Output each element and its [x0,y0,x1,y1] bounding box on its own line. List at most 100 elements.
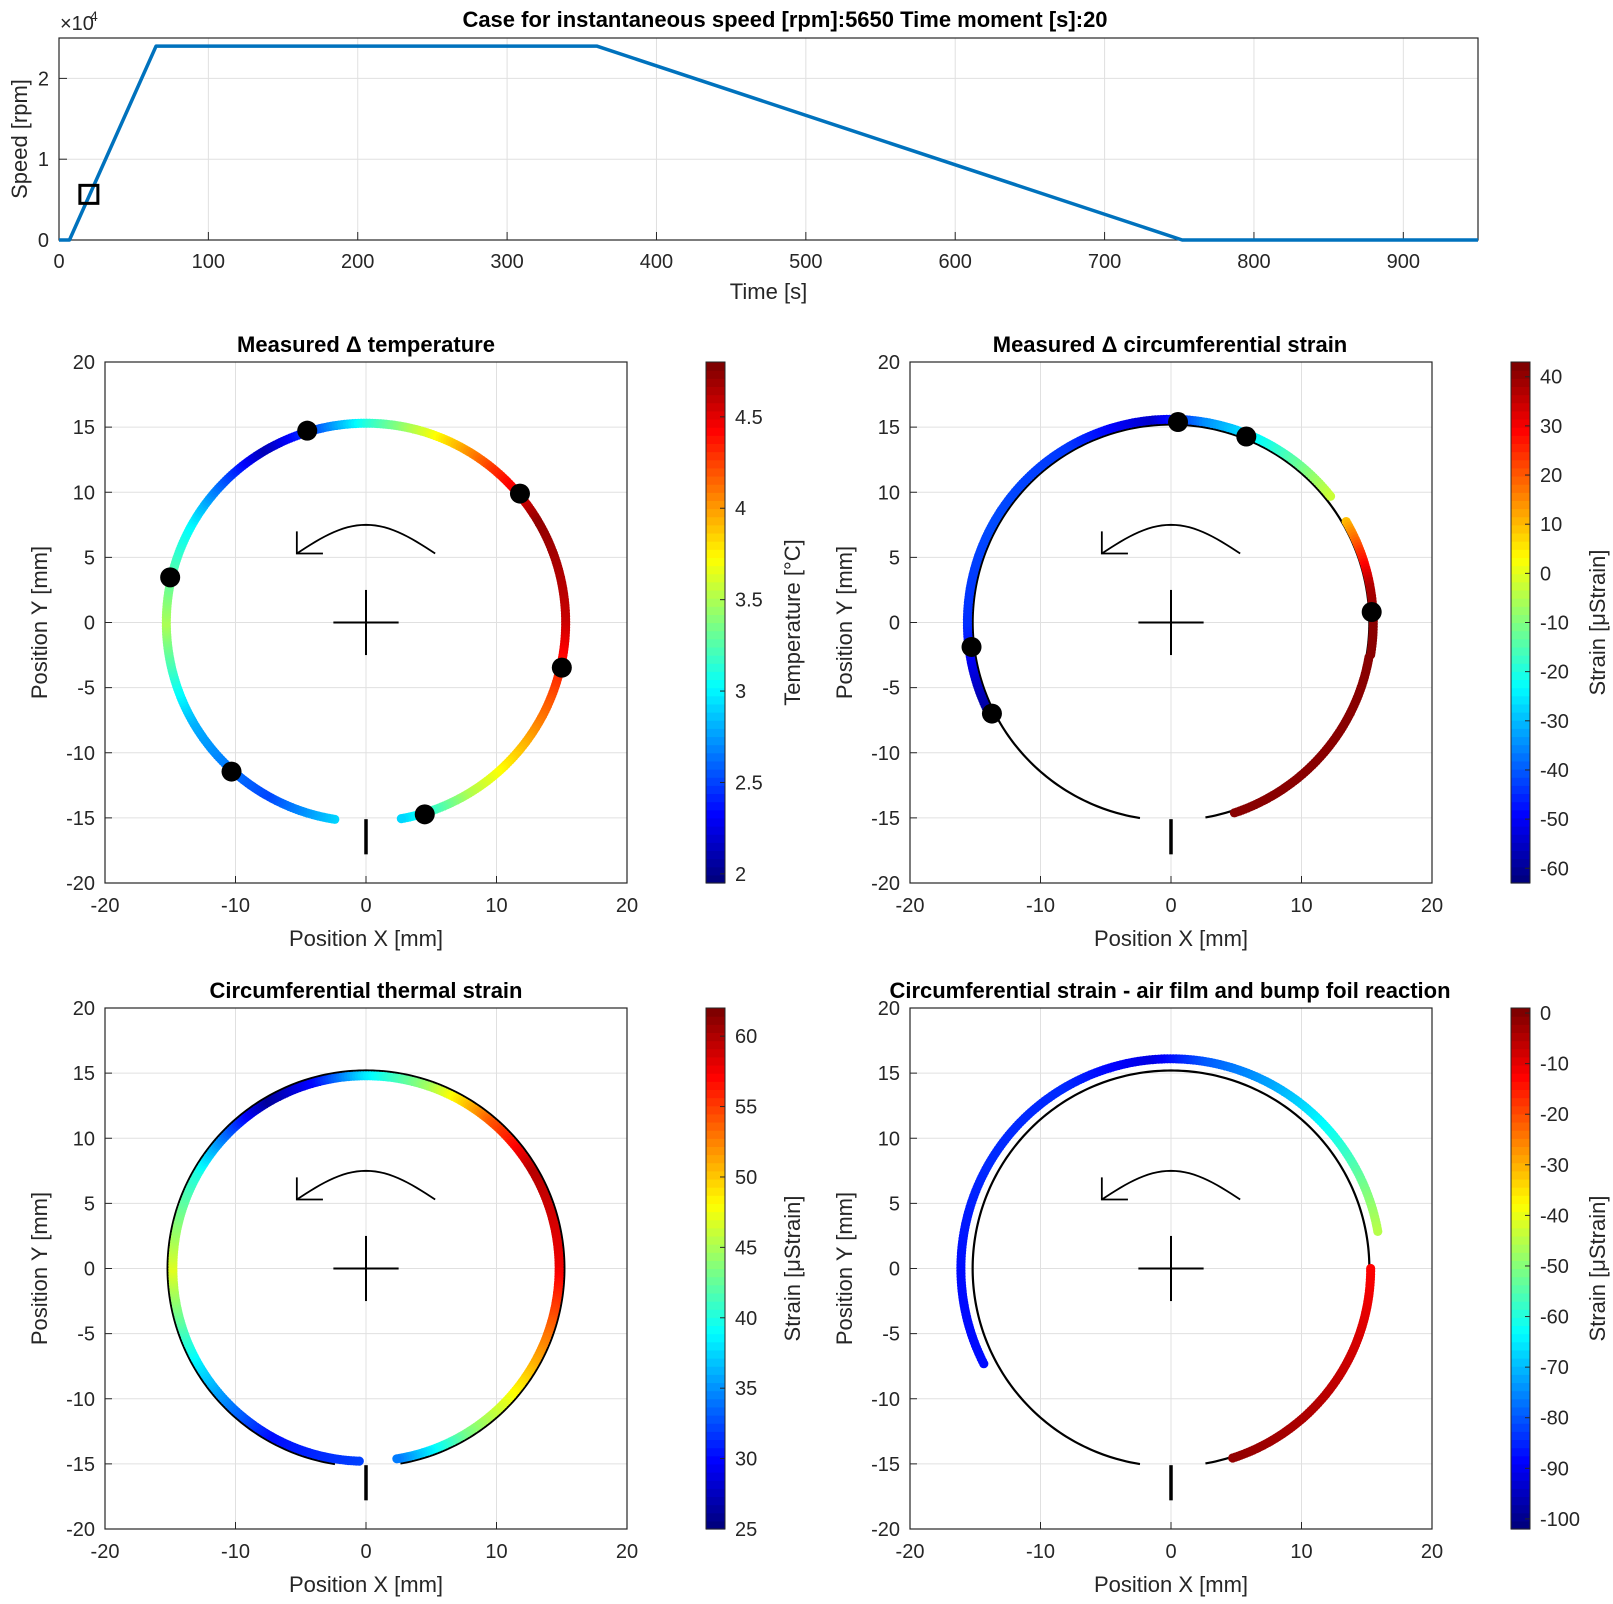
colorbar-tick-label: -70 [1540,1357,1569,1379]
x-tick-label: 10 [1290,895,1312,917]
speed-ylabel: Speed [rpm] [7,79,32,199]
colorbar-swatch [1511,834,1530,843]
colorbar-swatch [706,728,725,738]
colorbar-swatch [1511,1178,1530,1188]
colorbar-swatch [706,1252,725,1261]
y-tick-label: -10 [66,743,95,765]
colorbar-swatch [1511,1463,1530,1473]
colorbar-swatch [706,720,725,729]
colorbar-swatch [706,1390,725,1400]
y-tick-label: 15 [878,1063,900,1085]
colorbar-swatch [1511,1024,1530,1034]
colorbar-swatch [1511,1064,1530,1074]
colorbar-swatch [1511,1366,1530,1375]
rotation-arrow-head [1100,1177,1128,1201]
colorbar-swatch [706,663,725,672]
y-tick-label: 20 [73,352,95,374]
colorbar-tick-label: 0 [1540,563,1551,585]
colorbar-swatch [1511,459,1530,469]
x-tick-label: -20 [91,1541,120,1563]
colorbar-swatch [706,1268,725,1278]
colorbar-swatch [706,1463,725,1473]
colorbar-swatch [1511,598,1530,607]
colorbar-swatch [1511,1008,1530,1017]
colorbar-swatch [706,1488,725,1498]
colorbar-swatch [706,630,725,640]
colorbar-swatch [1511,532,1530,542]
colorbar-swatch [706,500,725,510]
y-tick-label: 5 [889,547,900,569]
colorbar-swatch [706,1113,725,1123]
colorbar-swatch [706,1366,725,1375]
colorbar-swatch [706,1162,725,1172]
colorbar-swatch [706,752,725,762]
speed-axes-box [58,37,1479,241]
colorbar-swatch [706,1154,725,1164]
colorbar-frame [705,361,726,884]
colorbar-swatch [706,435,725,445]
y-tick-label: 0 [84,1259,95,1281]
colorbar-tick-label: 30 [735,1449,757,1471]
colorbar-swatch [1511,1358,1530,1367]
colorbar-swatch [706,1431,725,1441]
colorbar-swatch [706,524,725,534]
panel-title: Measured Δ circumferential strain [993,332,1348,357]
colorbar-swatch [706,1235,725,1245]
colorbar-swatch [1511,1244,1530,1253]
colorbar-swatch [706,622,725,632]
colorbar-swatch [1511,1219,1530,1229]
panel-title: Circumferential thermal strain [210,978,523,1003]
y-tick-label: -15 [66,808,95,830]
colorbar-swatch [1511,646,1530,656]
colorbar-swatch [706,614,725,624]
colorbar-swatch [1511,785,1530,795]
colorbar-swatch [706,1121,725,1131]
colorbar-swatch [1511,671,1530,681]
strain-point [1228,1453,1238,1463]
y-tick-label: 5 [889,1193,900,1215]
colorbar-swatch [706,703,725,713]
colorbar-swatch [706,1333,725,1343]
colorbar-swatch [1511,1040,1530,1050]
colorbar-swatch [1511,500,1530,510]
colorbar-swatch [706,1325,725,1335]
colorbar-swatch [1511,1439,1530,1449]
colorbar-swatch [706,1260,725,1270]
colorbar-swatch [1511,809,1530,819]
x-tick-label: 10 [485,1541,507,1563]
colorbar-swatch [706,1064,725,1074]
colorbar-swatch [1511,524,1530,534]
colorbar-swatch [1511,1227,1530,1237]
colorbar-swatch [706,370,725,379]
colorbar-swatch [706,1097,725,1107]
colorbar-swatch [706,606,725,615]
colorbar-swatch [1511,589,1530,599]
colorbar-tick-label: -10 [1540,1054,1569,1076]
colorbar-swatch [706,557,725,567]
colorbar-swatch [1511,1488,1530,1498]
colorbar-swatch [1511,760,1530,770]
strain-point [396,814,406,824]
colorbar-swatch [706,1227,725,1237]
colorbar-swatch [706,573,725,583]
colorbar-swatch [706,874,725,884]
colorbar-swatch [1511,1455,1530,1465]
colorbar-swatch [706,646,725,656]
colorbar-swatch [1511,410,1530,420]
x-tick-label: -10 [1026,1541,1055,1563]
colorbar-swatch [706,532,725,542]
colorbar-swatch [1511,1512,1530,1522]
colorbar: -60 -50 -40 -30 -20 -10 0 10 20 30 40 Strain [μStra… [1510,361,1610,884]
x-tick-label: -10 [221,895,250,917]
colorbar-swatch [706,1138,725,1147]
colorbar-tick-label: -20 [1540,662,1569,684]
colorbar-swatch [1511,679,1530,689]
colorbar-tick-label: 3.5 [735,590,763,612]
panel-ylabel: Position Y [mm] [832,1192,857,1345]
colorbar-swatch [1511,1162,1530,1172]
colorbar-swatch [1511,549,1530,558]
x-tick-label: -10 [221,1541,250,1563]
colorbar-swatch [1511,793,1530,803]
y-tick-label: 20 [878,998,900,1020]
colorbar-swatch [1511,1325,1530,1335]
